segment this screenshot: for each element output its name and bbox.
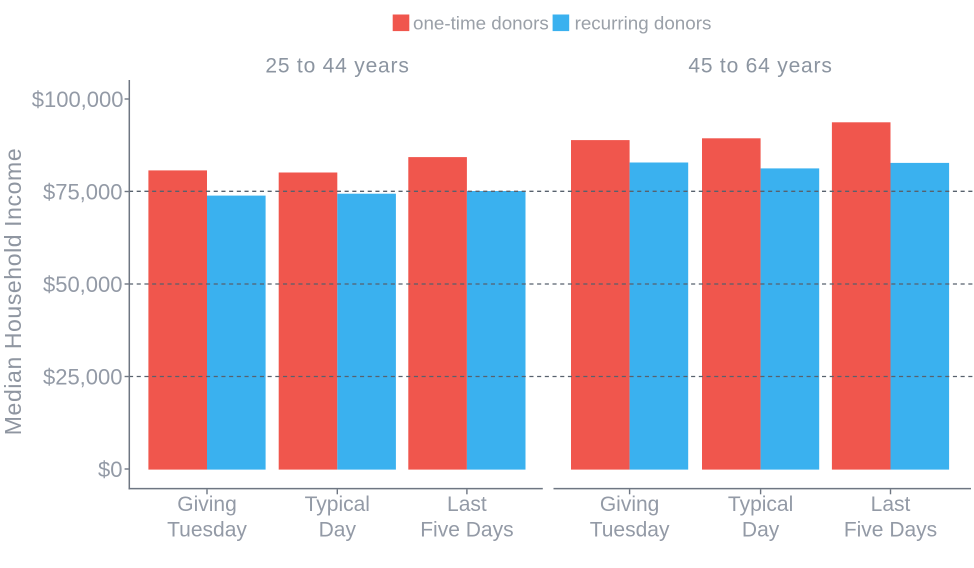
svg-text:Last: Last — [871, 493, 911, 516]
svg-text:$25,000: $25,000 — [43, 365, 123, 390]
svg-text:$0: $0 — [98, 457, 122, 482]
svg-text:one-time donors: one-time donors — [413, 13, 549, 34]
svg-text:45 to 64 years: 45 to 64 years — [688, 55, 832, 78]
svg-text:Last: Last — [447, 493, 487, 516]
svg-text:Day: Day — [319, 518, 357, 541]
svg-text:Giving: Giving — [600, 493, 660, 516]
svg-text:Giving: Giving — [177, 493, 237, 516]
svg-text:Typical: Typical — [728, 493, 793, 516]
svg-text:Typical: Typical — [305, 493, 370, 516]
svg-text:$50,000: $50,000 — [43, 272, 123, 297]
svg-text:Median Household Income: Median Household Income — [0, 148, 26, 435]
svg-text:$100,000: $100,000 — [32, 87, 124, 112]
svg-text:25 to 44 years: 25 to 44 years — [265, 55, 409, 78]
svg-text:Tuesday: Tuesday — [590, 518, 670, 541]
svg-text:Day: Day — [742, 518, 780, 541]
svg-text:Tuesday: Tuesday — [167, 518, 247, 541]
svg-text:Five Days: Five Days — [420, 518, 513, 541]
svg-text:Five Days: Five Days — [844, 518, 937, 541]
svg-text:recurring donors: recurring donors — [575, 13, 712, 34]
svg-text:$75,000: $75,000 — [43, 180, 123, 205]
